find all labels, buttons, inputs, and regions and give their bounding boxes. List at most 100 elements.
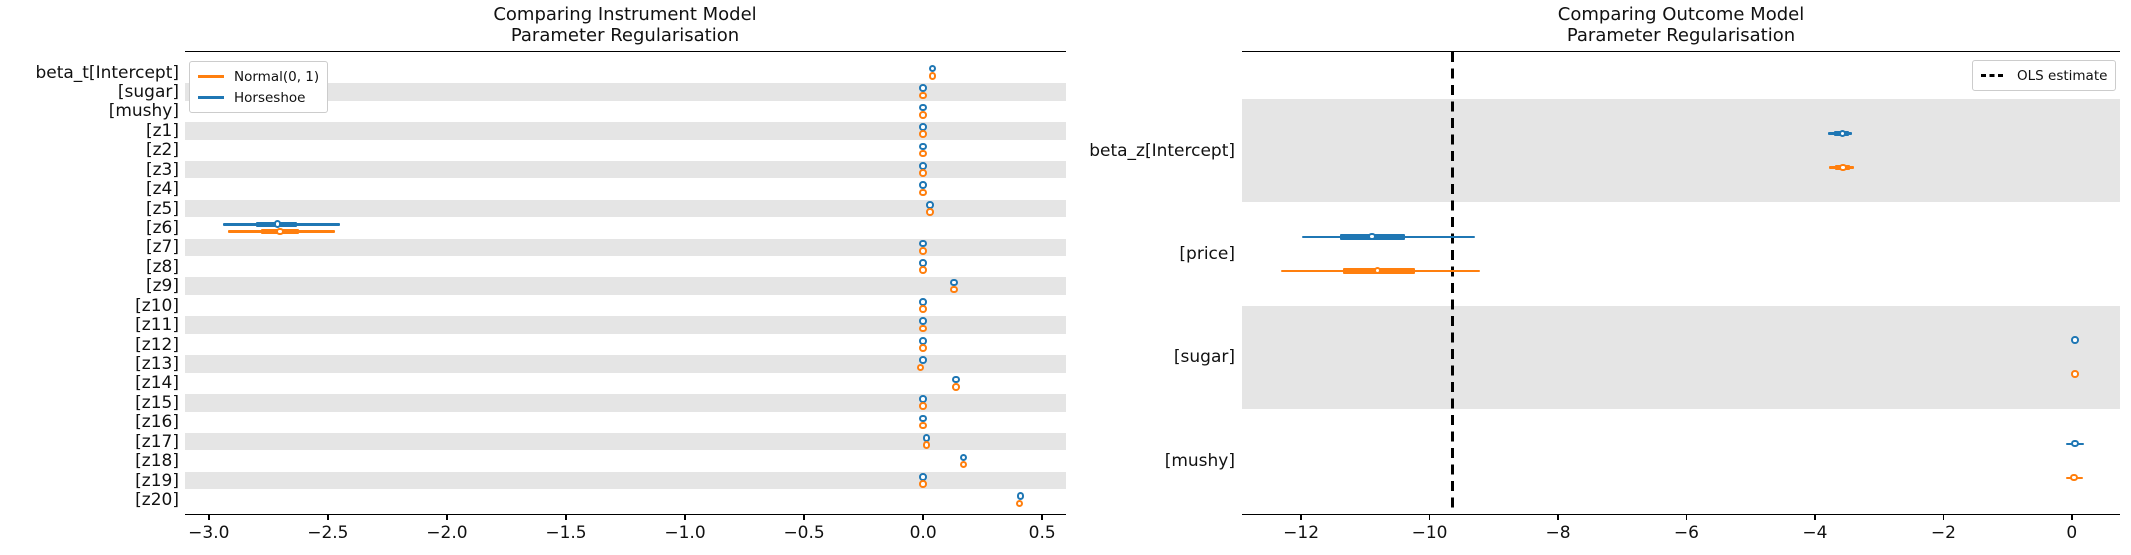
row-shading-band: [185, 160, 1066, 179]
parameter-label: [z8]: [145, 256, 179, 277]
horseshoe-mean-marker: [919, 298, 927, 306]
x-axis-tick-label: −1.0: [664, 523, 706, 543]
parameter-label: [z7]: [145, 237, 179, 258]
horseshoe-mean-marker: [919, 84, 927, 92]
horseshoe-mean-marker: [919, 239, 927, 248]
normal-mean-marker: [919, 149, 927, 158]
normal-mean-marker: [919, 421, 927, 430]
outcome-panel-title: Comparing Outcome Model Parameter Regula…: [1558, 4, 1804, 46]
x-axis-tick: [922, 515, 924, 520]
bottom-spine: [185, 514, 1066, 516]
parameter-label: [z14]: [135, 373, 179, 394]
row-shading-band: [185, 316, 1066, 334]
instrument-panel-title-line2: Parameter Regularisation: [510, 25, 740, 46]
normal-mean-marker: [919, 246, 927, 255]
x-axis-tick: [2071, 515, 2073, 520]
parameter-label: [z12]: [135, 334, 179, 355]
instrument-panel-title: Comparing Instrument Model Parameter Reg…: [493, 4, 756, 46]
normal-mean-marker: [959, 460, 968, 469]
x-axis-tick-label: −2: [1930, 523, 1956, 543]
normal-mean-marker: [950, 285, 958, 294]
x-axis-tick: [1557, 515, 1559, 520]
horseshoe-legend-swatch: [198, 96, 224, 99]
x-axis-tick: [565, 515, 567, 520]
x-axis-tick: [327, 515, 329, 520]
parameter-label: [z6]: [145, 217, 179, 238]
bottom-spine: [1242, 514, 2120, 516]
parameter-label: beta_z[Intercept]: [1089, 140, 1235, 161]
x-axis-tick-label: −10: [1411, 523, 1448, 543]
legend-entry-label: OLS estimate: [2017, 67, 2108, 84]
x-axis-tick-label: −2.5: [307, 523, 349, 543]
outcome-panel-title-line1: Comparing Outcome Model: [1557, 4, 1805, 25]
parameter-label: [mushy]: [1164, 450, 1235, 471]
x-axis-tick: [684, 515, 686, 520]
horseshoe-mean-marker: [919, 259, 927, 267]
normal-mean-marker: [919, 110, 927, 119]
parameter-label: [z4]: [145, 179, 179, 200]
row-shading-band: [185, 83, 1066, 101]
horseshoe-mean-marker: [919, 356, 927, 364]
normal-mean-marker: [952, 382, 961, 391]
legend-entry: Horseshoe: [198, 87, 319, 108]
x-axis-tick-label: −0.5: [783, 523, 825, 543]
normal-mean-marker: [919, 169, 927, 177]
parameter-label: [z5]: [145, 198, 179, 219]
parameter-label: [z18]: [135, 451, 179, 472]
x-axis-tick-label: −8: [1545, 523, 1571, 543]
x-axis-tick: [1041, 515, 1043, 520]
horseshoe-mean-marker: [919, 103, 927, 112]
horseshoe-mean-marker: [919, 414, 927, 423]
normal-mean-marker: [919, 305, 927, 313]
normal-mean-marker: [919, 324, 927, 333]
parameter-label: [sugar]: [1173, 347, 1235, 368]
normal-mean-marker: [919, 91, 927, 100]
x-axis-tick: [1685, 515, 1688, 520]
x-axis-tick-label: −3.0: [188, 523, 230, 543]
parameter-label: [z20]: [135, 489, 179, 510]
parameter-label: [z9]: [145, 276, 179, 297]
outcome-panel-legend: OLS estimate: [1972, 60, 2117, 91]
row-shading-band: [185, 121, 1066, 140]
x-axis-tick: [1814, 515, 1816, 520]
horseshoe-mean-marker: [919, 181, 927, 190]
ols-legend-swatch: [1981, 74, 2007, 77]
x-axis-tick-label: −2.0: [426, 523, 468, 543]
parameter-label: [sugar]: [117, 81, 179, 102]
top-spine: [185, 51, 1066, 53]
parameter-label: [z16]: [135, 412, 179, 433]
horseshoe-mean-marker: [919, 395, 927, 403]
legend-entry: OLS estimate: [1981, 65, 2107, 86]
normal-mean-marker: [919, 130, 927, 138]
instrument-panel-legend: Normal(0, 1) Horseshoe: [189, 61, 329, 113]
normal-mean-marker: [926, 208, 934, 216]
horseshoe-mean-marker: [952, 375, 961, 384]
outcome-panel-title-line2: Parameter Regularisation: [1566, 25, 1796, 46]
parameter-label: beta_t[Intercept]: [35, 62, 179, 83]
normal-mean-marker: [2070, 473, 2078, 482]
x-axis-tick: [208, 515, 210, 520]
horseshoe-mean-marker: [950, 278, 958, 287]
horseshoe-mean-marker: [919, 162, 927, 170]
row-shading-band: [185, 199, 1066, 218]
normal-mean-marker: [1015, 499, 1024, 508]
x-axis-tick: [1300, 515, 1302, 520]
parameter-label: [price]: [1179, 243, 1235, 264]
normal-mean-marker: [916, 363, 925, 372]
parameter-label: [z15]: [135, 392, 179, 413]
row-shading-band: [185, 394, 1066, 412]
horseshoe-mean-marker: [919, 317, 927, 326]
parameter-label: [z19]: [135, 470, 179, 491]
row-shading-band: [185, 471, 1066, 490]
x-axis-tick: [446, 515, 448, 520]
x-axis-tick-label: 0.0: [909, 523, 937, 543]
horseshoe-mean-marker: [919, 123, 927, 131]
row-shading-band: [185, 355, 1066, 373]
horseshoe-mean-marker: [919, 336, 927, 345]
normal-mean-marker: [1373, 266, 1382, 275]
parameter-label: [z3]: [145, 159, 179, 180]
horseshoe-mean-marker: [1368, 232, 1376, 241]
normal-mean-marker: [919, 188, 927, 197]
row-shading-band: [185, 238, 1066, 257]
